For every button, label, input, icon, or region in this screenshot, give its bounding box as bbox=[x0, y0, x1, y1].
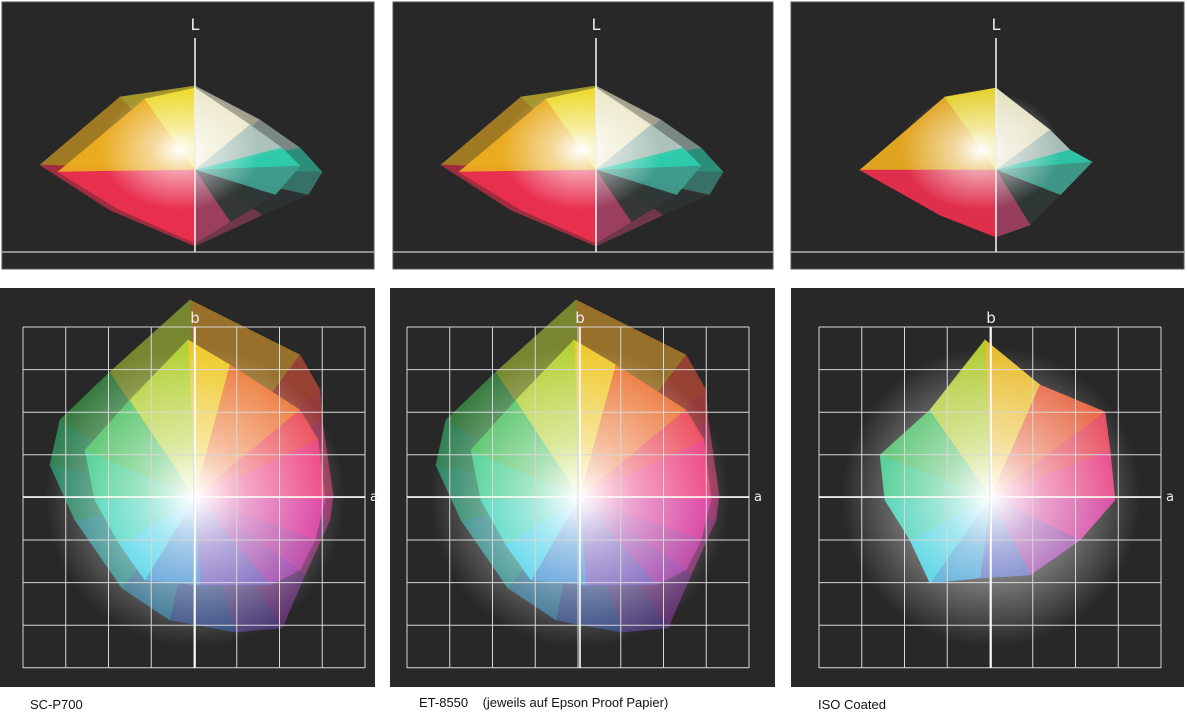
l-axis-label: L bbox=[191, 15, 200, 34]
caption-sc-p700: SC-P700 bbox=[30, 697, 83, 712]
gamut-white-point bbox=[100, 90, 260, 210]
l-axis-label: L bbox=[992, 15, 1001, 34]
a-axis-label: a bbox=[1166, 490, 1174, 505]
caption-iso-coated: ISO Coated bbox=[818, 697, 886, 712]
b-axis-label: b bbox=[190, 309, 200, 327]
b-axis-label: b bbox=[575, 309, 585, 327]
gamut-white-point bbox=[901, 90, 1061, 210]
gamut-white-point bbox=[501, 90, 661, 210]
l-axis-label: L bbox=[592, 15, 601, 34]
caption-et-8550: ET-8550 (jeweils auf Epson Proof Papier) bbox=[419, 695, 669, 710]
a-axis-label: a bbox=[370, 490, 378, 505]
b-axis-label: b bbox=[986, 309, 996, 327]
a-axis-label: a bbox=[754, 490, 762, 505]
